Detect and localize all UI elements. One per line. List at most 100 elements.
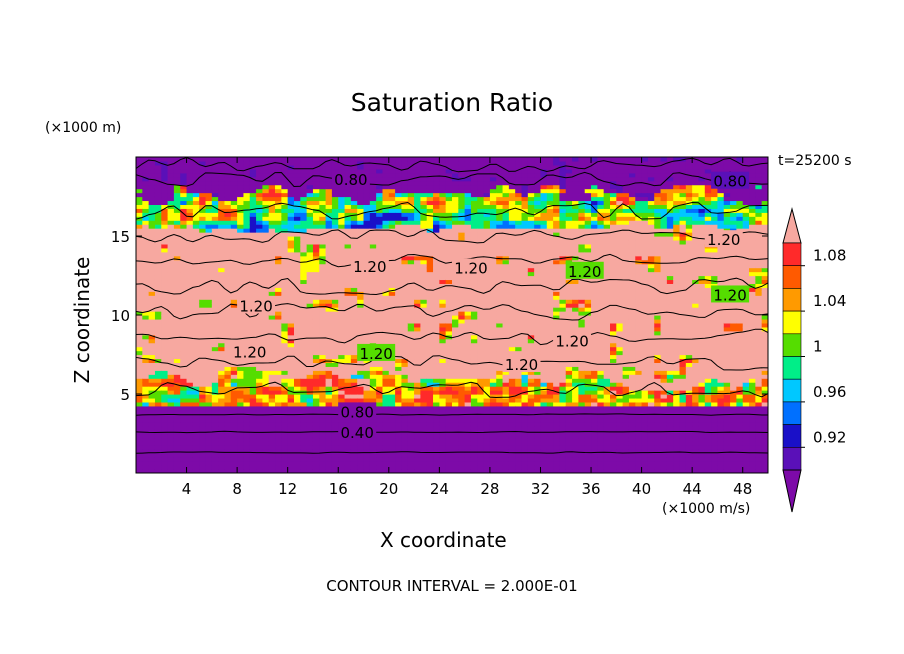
field-cell [136,386,143,391]
field-cell [382,441,390,446]
field-cell [414,449,421,454]
field-cell [508,232,516,237]
field-cell [452,180,459,186]
field-cell [331,382,339,387]
field-cell [382,465,390,470]
field-cell [186,429,194,435]
field-cell [268,394,276,399]
field-cell [369,184,377,190]
field-cell [420,453,428,458]
field-cell [414,374,421,379]
field-cell [395,421,403,427]
field-cell [401,322,409,328]
field-cell [464,160,472,166]
field-cell [218,157,226,162]
field-cell [357,228,365,233]
field-cell [192,417,200,423]
field-cell [136,204,143,209]
field-cell [470,275,478,281]
field-cell [287,291,295,296]
field-cell [262,239,270,245]
field-cell [199,303,207,308]
field-cell [306,382,314,387]
field-cell [230,168,238,174]
field-cell [224,295,232,300]
field-cell [376,160,384,166]
field-cell [211,338,219,344]
field-cell [199,243,207,249]
field-cell [230,390,238,395]
field-cell [496,346,504,352]
field-cell [407,291,415,296]
field-cell [199,184,207,190]
field-cell [287,382,295,387]
field-cell [350,350,358,356]
field-cell [211,457,219,462]
field-cell [470,378,478,383]
field-cell [325,322,333,328]
field-cell [211,425,219,431]
field-cell [237,204,245,209]
field-cell [508,224,516,229]
field-cell [338,394,346,399]
field-cell [344,271,352,277]
field-cell [294,386,301,391]
field-cell [401,346,409,352]
field-cell [458,350,466,356]
field-cell [186,168,194,174]
field-cell [521,200,529,205]
field-cell [331,350,339,356]
field-cell [167,303,175,308]
field-cell [218,401,226,407]
field-cell [331,259,339,265]
field-cell [515,315,523,320]
field-cell [433,299,440,304]
field-cell [148,200,156,205]
field-cell [249,168,257,174]
field-cell [452,318,459,324]
field-cell [325,465,333,470]
field-cell [464,239,472,245]
field-cell [439,405,447,411]
field-cell [306,417,314,423]
field-cell [414,299,421,304]
field-cell [167,461,175,466]
field-cell [325,279,333,284]
field-cell [154,441,162,446]
field-cell [136,192,143,198]
field-cell [237,413,245,419]
field-cell [433,188,440,194]
field-cell [414,160,421,166]
field-cell [357,318,365,324]
field-cell [521,204,529,209]
field-cell [211,287,219,292]
field-cell [388,251,396,257]
field-cell [230,338,238,344]
field-cell [470,342,478,348]
field-cell [414,433,421,439]
field-cell [306,437,314,442]
field-cell [186,176,194,182]
field-cell [268,342,276,348]
field-cell [401,259,409,265]
field-cell [243,196,251,202]
field-cell [275,172,282,178]
field-cell [452,346,459,352]
field-cell [211,342,219,348]
field-cell [268,386,276,391]
field-cell [414,172,421,178]
field-cell [464,449,472,454]
field-cell [306,283,314,288]
field-cell [312,168,320,174]
field-cell [496,255,504,261]
field-cell [294,421,301,427]
field-cell [287,330,295,336]
field-cell [489,453,497,458]
field-cell [325,417,333,423]
field-cell [502,370,510,375]
field-cell [382,386,390,391]
field-cell [161,188,169,194]
field-cell [382,421,390,427]
field-cell [294,176,301,182]
field-cell [407,255,415,261]
